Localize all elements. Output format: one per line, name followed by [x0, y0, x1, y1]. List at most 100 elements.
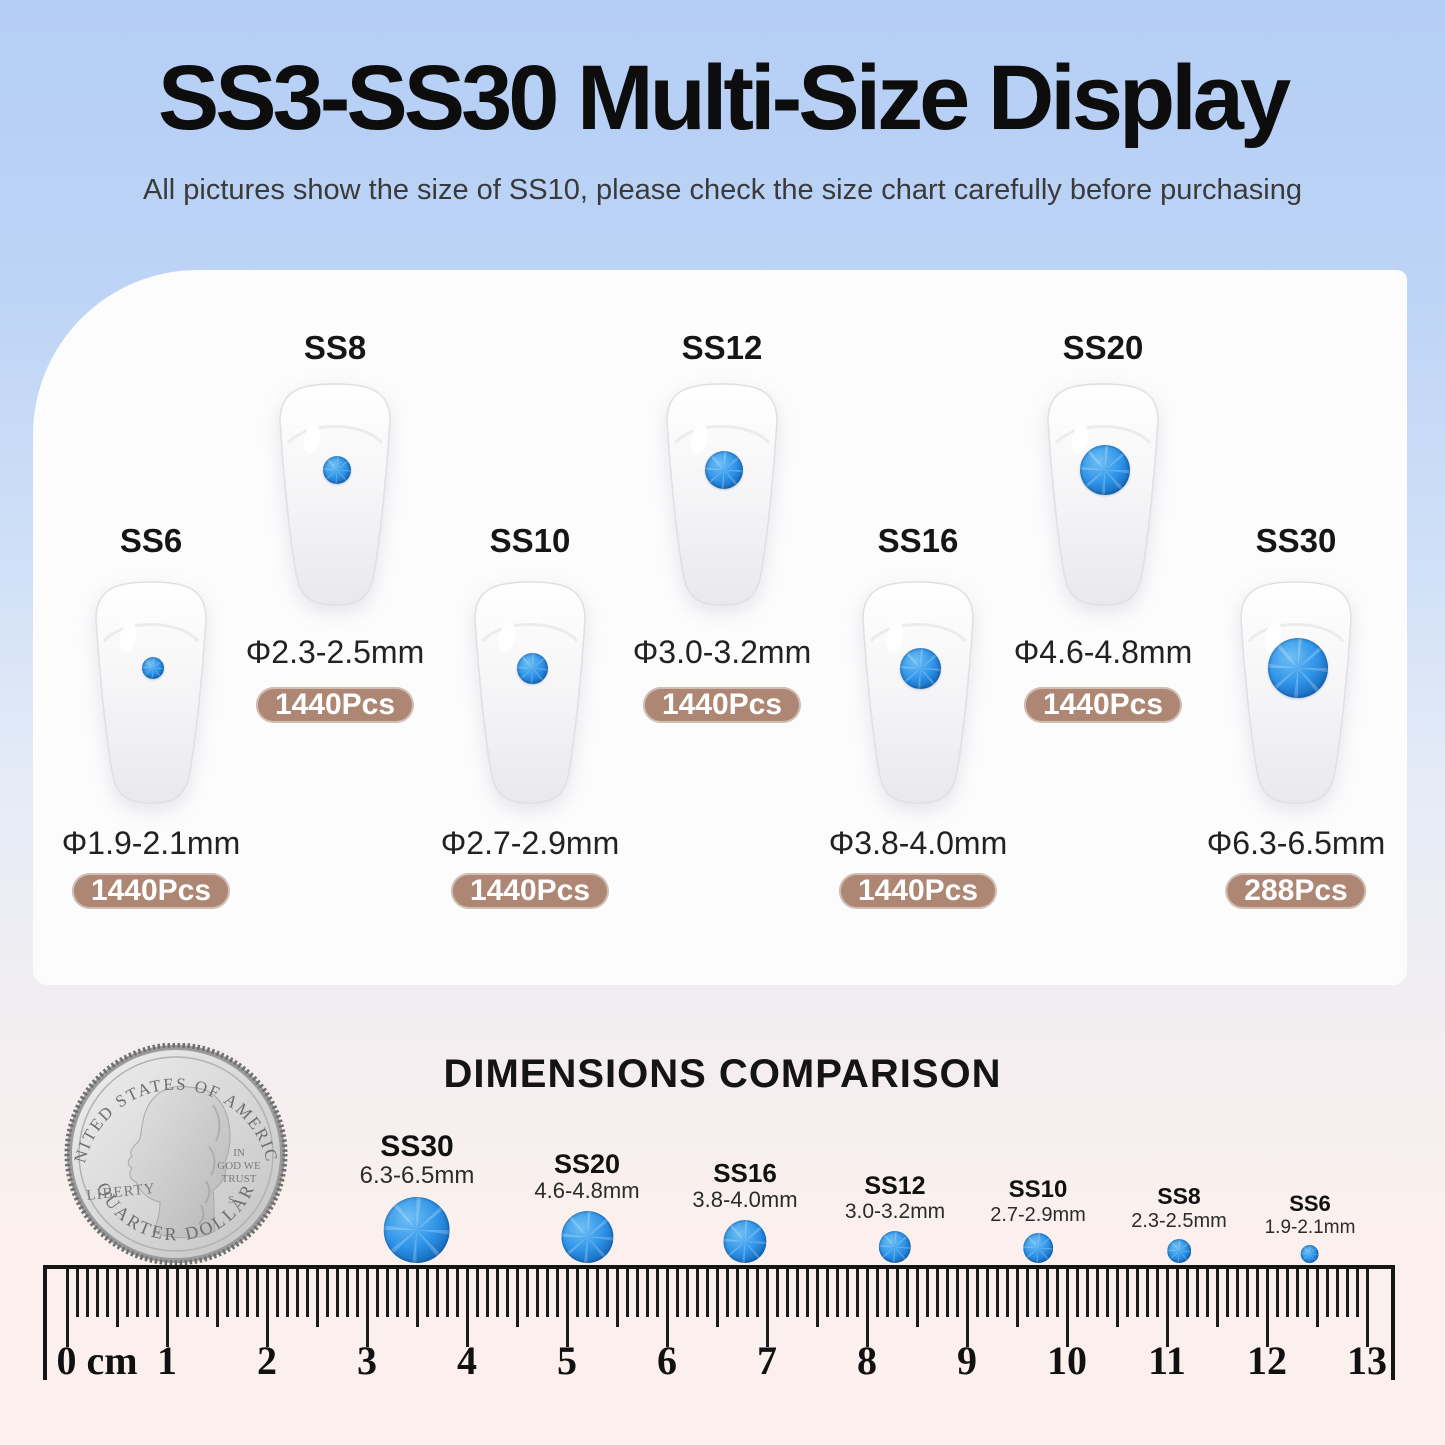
ruler-tick — [426, 1269, 429, 1317]
ruler-tick — [866, 1269, 869, 1347]
coin-serration — [64, 1043, 288, 1266]
ruler-tick — [856, 1269, 859, 1317]
ruler-tick — [646, 1269, 649, 1317]
ruler-tick — [846, 1269, 849, 1317]
ruler-tick — [996, 1269, 999, 1317]
ruler-tick — [666, 1269, 669, 1347]
rhinestone-icon — [516, 652, 548, 684]
ruler-tick — [1196, 1269, 1199, 1317]
nail-diameter-text: Φ2.7-2.9mm — [440, 825, 620, 861]
ruler-tick — [1306, 1269, 1309, 1317]
ruler-number-5: 5 — [557, 1338, 577, 1383]
nail-tip-image — [273, 377, 397, 615]
ruler-number-7: 7 — [757, 1338, 777, 1383]
ruler-tick — [146, 1269, 149, 1317]
nail-diameter-text: Φ2.3-2.5mm — [245, 634, 425, 670]
ruler-tick — [546, 1269, 549, 1317]
rhinestone-icon — [1080, 445, 1130, 495]
ruler-tick — [466, 1269, 469, 1347]
comparison-size-label: SS12 — [864, 1172, 926, 1201]
ruler-tick — [616, 1269, 619, 1327]
nail-tip-image — [89, 575, 213, 813]
pieces-count-badge: 1440Pcs — [1023, 687, 1183, 723]
ruler-tick — [1256, 1269, 1259, 1317]
ruler-tick — [586, 1269, 589, 1317]
coin-text-trust: TRUST — [222, 1173, 257, 1185]
ruler-tick — [316, 1269, 319, 1327]
ruler-tick — [536, 1269, 539, 1317]
wig-curls — [198, 1104, 221, 1225]
pieces-count-badge: 1440Pcs — [71, 873, 231, 909]
ruler-tick — [986, 1269, 989, 1317]
nail-tip-image — [1041, 377, 1165, 615]
ruler-number-11: 11 — [1148, 1338, 1186, 1383]
ruler-tick — [86, 1269, 89, 1317]
ruler-tick — [356, 1269, 359, 1317]
ruler-tick — [1316, 1269, 1319, 1327]
ruler-tick — [1056, 1269, 1059, 1317]
ruler: 0 cm 1 2 3 4 5 6 7 8 9 10 11 12 13 — [0, 1265, 1445, 1445]
coin-text-in: IN — [233, 1147, 245, 1159]
ruler-tick — [916, 1269, 919, 1327]
pieces-count-badge: 1440Pcs — [450, 873, 610, 909]
ruler-right-edge — [1391, 1265, 1395, 1380]
ruler-tick — [176, 1269, 179, 1317]
ruler-tick — [726, 1269, 729, 1317]
comparison-item-ss6: SS6 1.9-2.1mm — [1265, 1191, 1355, 1263]
ruler-tick — [256, 1269, 259, 1317]
ruler-tick — [516, 1269, 519, 1327]
ruler-tick — [166, 1269, 169, 1347]
ruler-tick — [676, 1269, 679, 1317]
nail-tip-image — [468, 575, 592, 813]
ruler-tick — [456, 1269, 459, 1317]
coin-text-liberty: LIBERTY — [86, 1181, 157, 1204]
ruler-tick — [346, 1269, 349, 1317]
comparison-mm-text: 2.3-2.5mm — [1131, 1209, 1227, 1232]
ruler-tick — [186, 1269, 189, 1317]
ruler-tick — [286, 1269, 289, 1317]
ruler-tick — [1126, 1269, 1129, 1317]
ruler-tick — [1236, 1269, 1239, 1317]
ruler-tick — [116, 1269, 119, 1327]
ruler-tick — [136, 1269, 139, 1317]
ruler-tick — [496, 1269, 499, 1317]
nail-diameter-text: Φ4.6-4.8mm — [1013, 634, 1193, 670]
comparison-size-label: SS8 — [1157, 1182, 1201, 1209]
ruler-tick — [1286, 1269, 1289, 1317]
rhinestone-dot-icon — [879, 1231, 911, 1263]
ruler-tick — [1096, 1269, 1099, 1317]
comparison-item-ss20: SS20 4.6-4.8mm — [534, 1149, 640, 1263]
washington-profile — [127, 1085, 231, 1239]
nail-highlight — [119, 622, 137, 652]
ruler-tick — [746, 1269, 749, 1317]
nail-highlight — [886, 622, 904, 652]
pieces-count-badge: 1440Pcs — [642, 687, 802, 723]
ruler-tick — [126, 1269, 129, 1317]
ruler-tick — [936, 1269, 939, 1317]
ruler-tick — [1086, 1269, 1089, 1317]
ruler-tick — [326, 1269, 329, 1317]
ruler-tick — [406, 1269, 409, 1317]
ruler-tick — [956, 1269, 959, 1317]
comparison-mm-text: 3.0-3.2mm — [844, 1200, 946, 1224]
ruler-tick — [246, 1269, 249, 1317]
nail-diameter-text: Φ6.3-6.5mm — [1206, 825, 1386, 861]
ruler-tick — [716, 1269, 719, 1327]
nail-size-label: SS16 — [877, 522, 959, 559]
ruler-tick — [1116, 1269, 1119, 1327]
ruler-tick — [386, 1269, 389, 1317]
coin-text-god-we: GOD WE — [217, 1160, 261, 1172]
ruler-tick — [76, 1269, 79, 1317]
ruler-number-6: 6 — [657, 1338, 677, 1383]
comparison-size-label: SS6 — [1289, 1191, 1331, 1217]
ruler-left-edge — [43, 1265, 47, 1380]
ruler-number-10: 10 — [1047, 1338, 1087, 1383]
page-subtitle: All pictures show the size of SS10, plea… — [143, 174, 1302, 206]
ruler-tick — [1006, 1269, 1009, 1317]
ruler-tick — [1016, 1269, 1019, 1327]
ruler-tick — [476, 1269, 479, 1317]
comparison-item-ss10: SS10 2.7-2.9mm — [990, 1176, 1086, 1263]
ruler-tick — [1336, 1269, 1339, 1317]
nail-tip-image — [856, 575, 980, 813]
